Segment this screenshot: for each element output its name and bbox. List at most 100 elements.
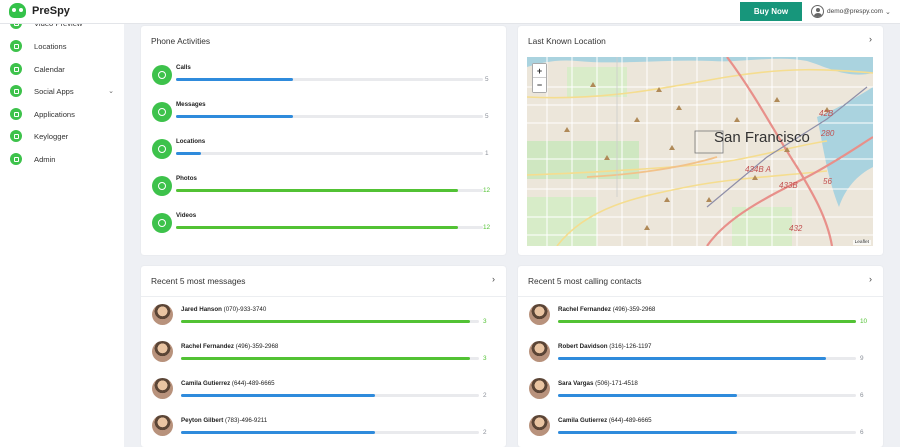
contact-phone: (496)-359-2968 <box>235 343 279 350</box>
sidebar-item-locations[interactable]: Locations <box>10 40 118 52</box>
chat-icon <box>10 85 22 97</box>
message-icon <box>152 102 172 122</box>
map-road-label: 434B A <box>745 165 771 174</box>
contact-name-line: Rachel Fernandez (496)-359-2968 <box>558 306 655 313</box>
contact-phone: (644)-489-6665 <box>231 380 275 387</box>
camera-icon <box>152 176 172 196</box>
activity-count: 1 <box>485 150 489 157</box>
activity-bar <box>176 115 483 118</box>
sidebar-item-keylogger[interactable]: Keylogger <box>10 130 118 142</box>
avatar <box>152 304 173 325</box>
contact-count: 2 <box>483 429 487 436</box>
zoom-in-button[interactable]: + <box>533 64 546 78</box>
contact-phone: (506)-171-4518 <box>595 380 638 387</box>
sidebar-item-applications[interactable]: Applications <box>10 108 118 120</box>
chevron-right-icon[interactable]: › <box>492 274 495 284</box>
contact-count: 6 <box>860 392 864 399</box>
sidebar-item-admin[interactable]: Admin <box>10 153 118 165</box>
sidebar-item-label: Calendar <box>34 64 65 74</box>
activity-videos[interactable]: Videos 12 <box>152 212 492 237</box>
contact-row[interactable]: Peyton Gilbert (783)-496-9211 2 <box>152 415 492 443</box>
contact-name-line: Sara Vargas (506)-171-4518 <box>558 380 638 387</box>
activity-calls[interactable]: Calls 5 <box>152 64 492 89</box>
contact-phone: (496)-359-2968 <box>612 306 656 313</box>
contact-row[interactable]: Rachel Fernandez (496)-359-2968 10 <box>529 304 869 332</box>
contact-name: Camila Gutierrez <box>558 417 608 424</box>
contact-row[interactable]: Rachel Fernandez (496)-359-2968 3 <box>152 341 492 369</box>
map-road-label: 280 <box>821 129 835 138</box>
contact-count: 2 <box>483 392 487 399</box>
sidebar-item-label: Applications <box>34 109 75 119</box>
sidebar-item-social-apps[interactable]: Social Apps ⌄ <box>10 85 118 97</box>
chevron-right-icon[interactable]: › <box>869 34 872 44</box>
contact-bar-fill <box>558 394 737 397</box>
contact-row[interactable]: Camila Gutierrez (644)-489-6665 2 <box>152 378 492 406</box>
sidebar-item-label: Admin <box>34 154 56 164</box>
sidebar-item-calendar[interactable]: Calendar <box>10 63 118 75</box>
activity-bar-fill <box>176 115 293 118</box>
contact-name-line: Rachel Fernandez (496)-359-2968 <box>181 343 278 350</box>
activity-bar-fill <box>176 189 459 192</box>
contact-name-line: Camila Gutierrez (644)-489-6665 <box>558 417 652 424</box>
contact-row[interactable]: Camila Gutierrez (644)-489-6665 6 <box>529 415 869 443</box>
phone-activities-card: Phone Activities Calls 5 Messages 5 Loca… <box>141 26 506 255</box>
contact-name: Robert Davidson <box>558 343 608 350</box>
contact-name: Rachel Fernandez <box>558 306 611 313</box>
map-attribution[interactable]: Leaflet <box>852 240 871 245</box>
app-logo[interactable]: PreSpy <box>9 3 70 18</box>
card-title: Phone Activities <box>151 36 211 46</box>
avatar <box>152 378 173 399</box>
contact-name: Sara Vargas <box>558 380 594 387</box>
key-icon <box>10 130 22 142</box>
map-road-label: 42B <box>819 109 834 118</box>
activity-bar <box>176 152 483 155</box>
location-map[interactable]: San Francisco 42B 280 434B A 433B 56 432… <box>527 57 873 246</box>
map-road-label: 432 <box>789 224 803 233</box>
activity-count: 12 <box>483 187 491 194</box>
contact-name: Peyton Gilbert <box>181 417 224 424</box>
sidebar-item-label: Keylogger <box>34 131 69 141</box>
avatar <box>152 341 173 362</box>
card-title: Recent 5 most calling contacts <box>528 276 642 286</box>
contact-bar <box>558 320 856 323</box>
user-email: demo@prespy.com <box>827 8 883 15</box>
top-bar: PreSpy Buy Now demo@prespy.com ⌄ <box>0 0 900 24</box>
activity-locations[interactable]: Locations 1 <box>152 138 492 163</box>
contact-bar-fill <box>181 357 471 360</box>
activity-label: Locations <box>176 138 206 145</box>
activity-count: 5 <box>485 76 489 83</box>
contact-row[interactable]: Jared Hanson (070)-933-3740 3 <box>152 304 492 332</box>
activity-bar-fill <box>176 226 459 229</box>
contact-bar <box>181 320 479 323</box>
divider <box>141 296 506 297</box>
activity-photos[interactable]: Photos 12 <box>152 175 492 200</box>
contact-row[interactable]: Sara Vargas (506)-171-4518 6 <box>529 378 869 406</box>
zoom-out-button[interactable]: − <box>533 78 546 92</box>
contact-name: Rachel Fernandez <box>181 343 234 350</box>
contact-count: 10 <box>860 318 868 325</box>
contact-bar-fill <box>558 320 856 323</box>
contact-row[interactable]: Robert Davidson (316)-126-1197 9 <box>529 341 869 369</box>
contact-count: 3 <box>483 355 487 362</box>
sidebar-item-label: Locations <box>34 41 67 51</box>
activity-bar-fill <box>176 78 293 81</box>
user-menu[interactable]: demo@prespy.com ⌄ <box>811 5 891 18</box>
card-title: Last Known Location <box>528 36 606 46</box>
apps-icon <box>10 108 22 120</box>
activity-bar <box>176 189 483 192</box>
activity-label: Photos <box>176 175 197 182</box>
chevron-right-icon[interactable]: › <box>869 274 872 284</box>
contact-bar <box>181 431 479 434</box>
recent-calls-card: Recent 5 most calling contacts › Rachel … <box>518 266 883 447</box>
contact-phone: (644)-489-6665 <box>608 417 652 424</box>
contact-count: 3 <box>483 318 487 325</box>
chevron-down-icon: ⌄ <box>108 88 114 95</box>
buy-now-button[interactable]: Buy Now <box>740 2 802 21</box>
calendar-icon <box>10 63 22 75</box>
map-tiles <box>527 57 873 246</box>
activity-messages[interactable]: Messages 5 <box>152 101 492 126</box>
contact-bar <box>558 357 856 360</box>
recent-messages-card: Recent 5 most messages › Jared Hanson (0… <box>141 266 506 447</box>
contact-name: Jared Hanson <box>181 306 222 313</box>
activity-bar <box>176 226 483 229</box>
